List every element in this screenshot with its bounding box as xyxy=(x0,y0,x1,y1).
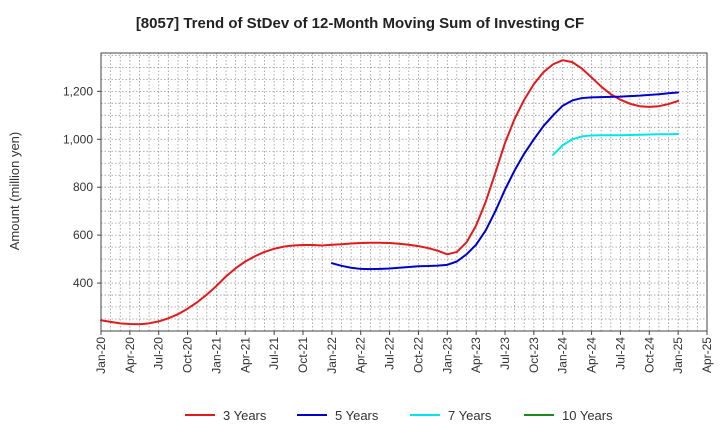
plot-frame xyxy=(100,52,708,332)
x-tick-label: Apr-25 xyxy=(700,337,714,373)
x-tick-label: Oct-22 xyxy=(411,337,425,373)
x-tick-label: Oct-20 xyxy=(181,337,195,373)
x-tick-label: Jan-21 xyxy=(209,337,223,374)
legend: 3 Years 5 Years 7 Years 10 Years xyxy=(185,408,613,423)
x-tick-label: Jan-20 xyxy=(94,337,108,374)
x-tick-label: Jul-20 xyxy=(152,337,166,370)
x-tick-label: Jan-23 xyxy=(440,337,454,374)
x-tick-label: Apr-20 xyxy=(123,337,137,373)
x-tick-label: Jul-22 xyxy=(383,337,397,370)
legend-label: 7 Years xyxy=(448,408,492,423)
x-tick-label: Jan-22 xyxy=(325,337,339,374)
series-line-1 xyxy=(330,91,680,271)
x-tick-label: Apr-21 xyxy=(238,337,252,373)
legend-label: 5 Years xyxy=(335,408,379,423)
x-tick-label: Apr-24 xyxy=(585,337,599,373)
legend-label: 3 Years xyxy=(223,408,267,423)
y-tick-label: 600 xyxy=(73,228,93,242)
x-tick-label: Apr-23 xyxy=(469,337,483,373)
x-tick-label: Jan-25 xyxy=(671,337,685,374)
x-tick-label: Apr-22 xyxy=(354,337,368,373)
plot-area xyxy=(101,53,707,331)
series-layer xyxy=(100,59,680,326)
x-tick-label: Oct-21 xyxy=(296,337,310,373)
x-tick-label: Jul-24 xyxy=(613,337,627,370)
legend-label: 10 Years xyxy=(562,408,613,423)
chart-title: [8057] Trend of StDev of 12-Month Moving… xyxy=(136,15,584,32)
axes: 400 600 800 1,000 1,200 Jan-20 Apr-20 Jul-20 Oct… xyxy=(63,52,714,374)
x-tick-label: Jul-23 xyxy=(498,337,512,370)
grid xyxy=(100,53,708,331)
x-tick-label: Jul-21 xyxy=(267,337,281,370)
y-tick-label: 400 xyxy=(73,276,93,290)
y-tick-label: 1,200 xyxy=(63,84,93,98)
plot-background xyxy=(101,53,707,331)
x-tick-label: Jan-24 xyxy=(556,337,570,374)
y-axis-label: Amount (million yen) xyxy=(7,132,22,251)
series-line-0 xyxy=(100,59,680,326)
x-tick-label: Oct-23 xyxy=(527,337,541,373)
y-tick-label: 800 xyxy=(73,180,93,194)
y-tick-label: 1,000 xyxy=(63,132,93,146)
series-line-2 xyxy=(552,133,680,156)
x-tick-label: Oct-24 xyxy=(642,337,656,373)
